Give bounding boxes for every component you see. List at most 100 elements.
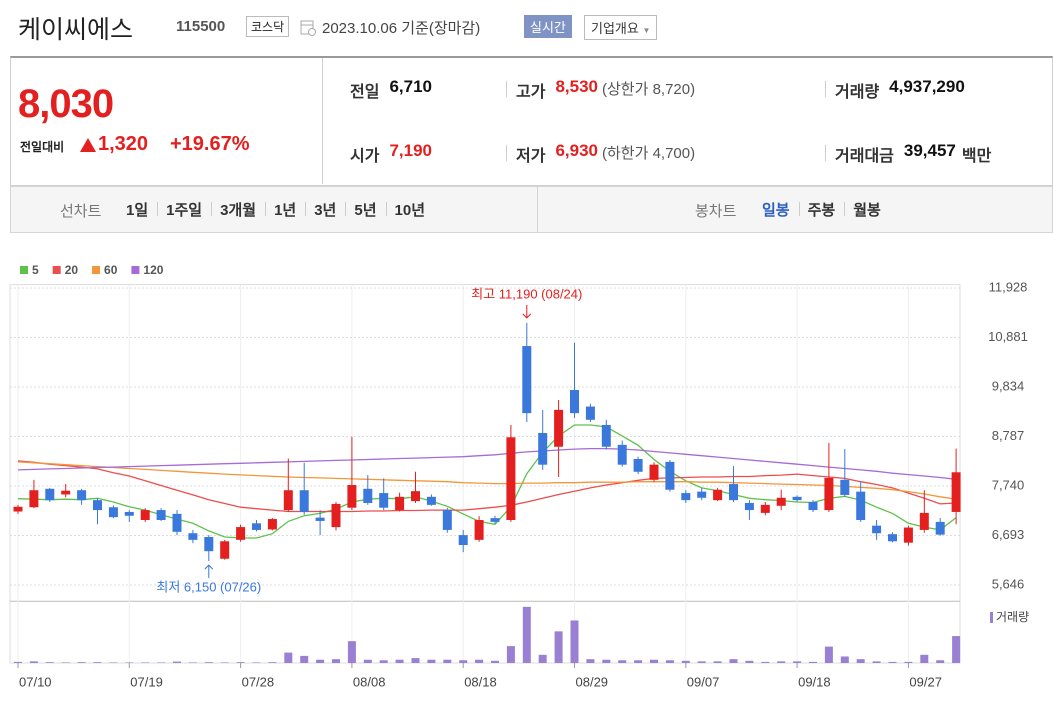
y-tick-label: 9,834 <box>992 378 1025 393</box>
candle-body <box>458 535 468 546</box>
item-label: 전일 <box>350 84 380 101</box>
volume-bar <box>316 659 325 663</box>
volume-bar <box>173 661 181 663</box>
candle-body <box>236 527 246 540</box>
price-panel <box>11 58 323 184</box>
legend-swatch <box>131 266 140 274</box>
volume-bar <box>29 661 38 663</box>
period-option[interactable]: 주봉 <box>807 202 836 219</box>
volume-bar <box>634 660 643 663</box>
item-value: 6,710 <box>389 77 432 96</box>
company-overview-button[interactable]: 기업개요 ▼ <box>584 15 658 40</box>
item-note: (상한가 8,720) <box>602 81 696 98</box>
candle-body <box>744 502 754 511</box>
period-option[interactable]: 3년 <box>314 202 337 219</box>
item-label: 시가 <box>350 148 380 165</box>
volume-bar <box>681 660 690 663</box>
volume-bar <box>427 659 436 663</box>
period-option[interactable]: 일봉 <box>762 202 790 219</box>
item-value: 7,190 <box>389 141 432 160</box>
stock-code: 115500 <box>176 18 226 35</box>
x-tick-label: 08/18 <box>464 674 497 689</box>
moving-average-line <box>17 424 957 539</box>
candle-body <box>888 534 897 542</box>
candle-chart-label: 봉차트 <box>695 203 737 220</box>
legend-swatch <box>92 266 101 274</box>
candle-body <box>490 518 500 522</box>
candle-body <box>411 491 420 502</box>
change-label: 전일대비 <box>20 140 65 154</box>
candle-body <box>29 490 39 508</box>
candle-body <box>45 488 55 501</box>
change-percent: +19.67% <box>170 133 250 155</box>
volume-bar <box>665 660 674 663</box>
up-arrow <box>80 138 96 152</box>
y-tick-label: 11,928 <box>989 279 1028 294</box>
candle-body <box>776 497 786 506</box>
volume-bar <box>777 661 786 663</box>
volume-bar <box>300 655 309 663</box>
volume-bar <box>920 654 929 663</box>
candle-body <box>252 523 261 530</box>
item-unit: 백만 <box>961 148 992 165</box>
realtime-badge[interactable]: 실시간 <box>524 15 572 38</box>
candle-body <box>77 490 87 501</box>
candle-body <box>808 502 818 511</box>
period-option[interactable]: 1주일 <box>166 202 203 219</box>
candle-body <box>93 500 102 511</box>
candle-body <box>204 537 214 552</box>
y-tick-label: 8,787 <box>992 428 1025 443</box>
volume-bar <box>268 662 277 663</box>
candle-body <box>951 472 961 512</box>
period-option[interactable]: 1일 <box>126 202 149 219</box>
candle-body <box>713 489 723 501</box>
period-option[interactable]: 5년 <box>354 202 377 219</box>
volume-bar <box>395 659 404 663</box>
y-tick-label: 10,881 <box>988 329 1028 344</box>
y-tick-label: 7,740 <box>992 477 1025 492</box>
volume-bar <box>411 658 420 663</box>
volume-bar <box>840 656 849 663</box>
volume-bar <box>125 662 134 663</box>
period-option[interactable]: 10년 <box>394 202 426 219</box>
candle-body <box>442 510 452 530</box>
volume-bar <box>618 660 627 663</box>
period-option[interactable]: 1년 <box>274 202 297 219</box>
candle-body <box>665 461 675 490</box>
moving-average-line <box>17 460 957 513</box>
candle-body <box>570 390 579 414</box>
candle-body <box>474 519 484 540</box>
candle-body <box>585 406 595 420</box>
candle-body <box>363 488 373 503</box>
volume-bar <box>793 661 802 663</box>
candle-body <box>379 493 389 508</box>
separator <box>506 81 507 97</box>
legend-swatch <box>52 266 61 274</box>
candle-body <box>426 496 436 505</box>
period-option[interactable]: 3개월 <box>220 202 257 219</box>
annotation-arrow <box>204 564 214 579</box>
item-label: 저가 <box>516 148 546 165</box>
candle-body <box>108 507 118 518</box>
volume-bar <box>522 606 531 663</box>
candle-body <box>522 346 532 414</box>
volume-bar <box>856 659 865 663</box>
candle-body <box>267 519 277 530</box>
period-option[interactable]: 월봉 <box>853 202 881 219</box>
volume-bar <box>284 652 293 663</box>
calendar-icon <box>300 20 316 36</box>
item-value: 39,457 <box>903 141 956 160</box>
volume-bar <box>602 659 611 663</box>
volume-bar <box>761 661 770 663</box>
separator <box>506 145 507 161</box>
volume-bar <box>809 661 817 663</box>
volume-bar <box>347 641 356 663</box>
change: 1,320 <box>98 133 149 155</box>
candle-body <box>188 533 198 540</box>
volume-bar <box>204 662 213 663</box>
y-tick-label: 6,693 <box>992 527 1025 542</box>
candle-body <box>840 479 850 495</box>
volume-bar <box>379 660 388 663</box>
volume-bar <box>188 662 197 663</box>
volume-bar <box>888 661 897 663</box>
